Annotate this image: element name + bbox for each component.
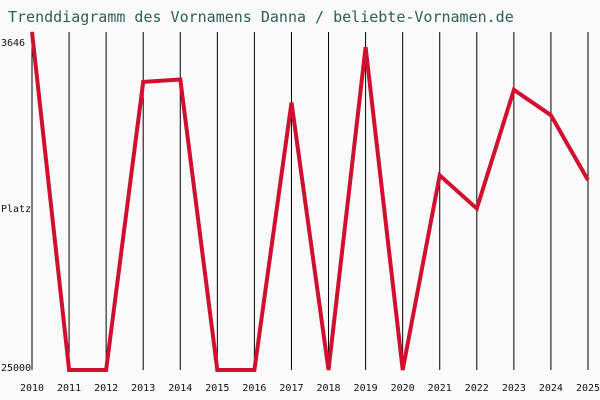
- data-point-2012: [105, 369, 107, 371]
- series-line-0: [30, 31, 590, 372]
- grid-lines: [31, 32, 589, 370]
- y-axis-label: Platz: [1, 204, 31, 215]
- x-tick-labels: 2010 2011 2012 2013 2014 2015 2016 2017 2018 2019…: [20, 383, 600, 394]
- x-tick-2013: 2013: [131, 383, 155, 394]
- data-point-2024: [550, 114, 552, 116]
- x-tick-2017: 2017: [279, 383, 303, 394]
- x-tick-2019: 2019: [354, 383, 378, 394]
- x-tick-2015: 2015: [205, 383, 229, 394]
- x-tick-2020: 2020: [391, 383, 415, 394]
- y-tick-bottom: 25000: [1, 363, 31, 374]
- x-tick-2025: 2025: [576, 383, 600, 394]
- x-tick-2023: 2023: [502, 383, 526, 394]
- y-tick-top: 3646: [1, 38, 25, 49]
- data-point-2011: [68, 369, 70, 371]
- x-tick-2021: 2021: [428, 383, 452, 394]
- data-point-2019: [365, 46, 367, 48]
- x-tick-2024: 2024: [539, 383, 563, 394]
- x-tick-2010: 2010: [20, 383, 44, 394]
- data-point-2017: [290, 101, 292, 103]
- data-point-2023: [513, 89, 515, 91]
- data-point-2010: [31, 31, 33, 33]
- x-tick-2011: 2011: [57, 383, 81, 394]
- x-tick-2022: 2022: [465, 383, 489, 394]
- x-tick-2012: 2012: [94, 383, 118, 394]
- x-tick-2014: 2014: [168, 383, 192, 394]
- x-tick-2018: 2018: [316, 383, 340, 394]
- y-tick-labels: 3646 25000: [1, 38, 31, 374]
- data-point-2014: [179, 79, 181, 81]
- chart-title: Trenddiagramm des Vornamens Danna / beli…: [8, 8, 514, 26]
- data-point-2021: [439, 174, 441, 176]
- data-point-2020: [402, 369, 404, 371]
- data-point-2015: [216, 369, 218, 371]
- data-point-2022: [476, 208, 478, 210]
- data-point-2025: [587, 179, 589, 181]
- data-point-2016: [253, 369, 255, 371]
- data-point-2013: [142, 81, 144, 83]
- data-point-2018: [328, 369, 330, 371]
- series-layer: [30, 31, 590, 372]
- x-tick-2016: 2016: [242, 383, 266, 394]
